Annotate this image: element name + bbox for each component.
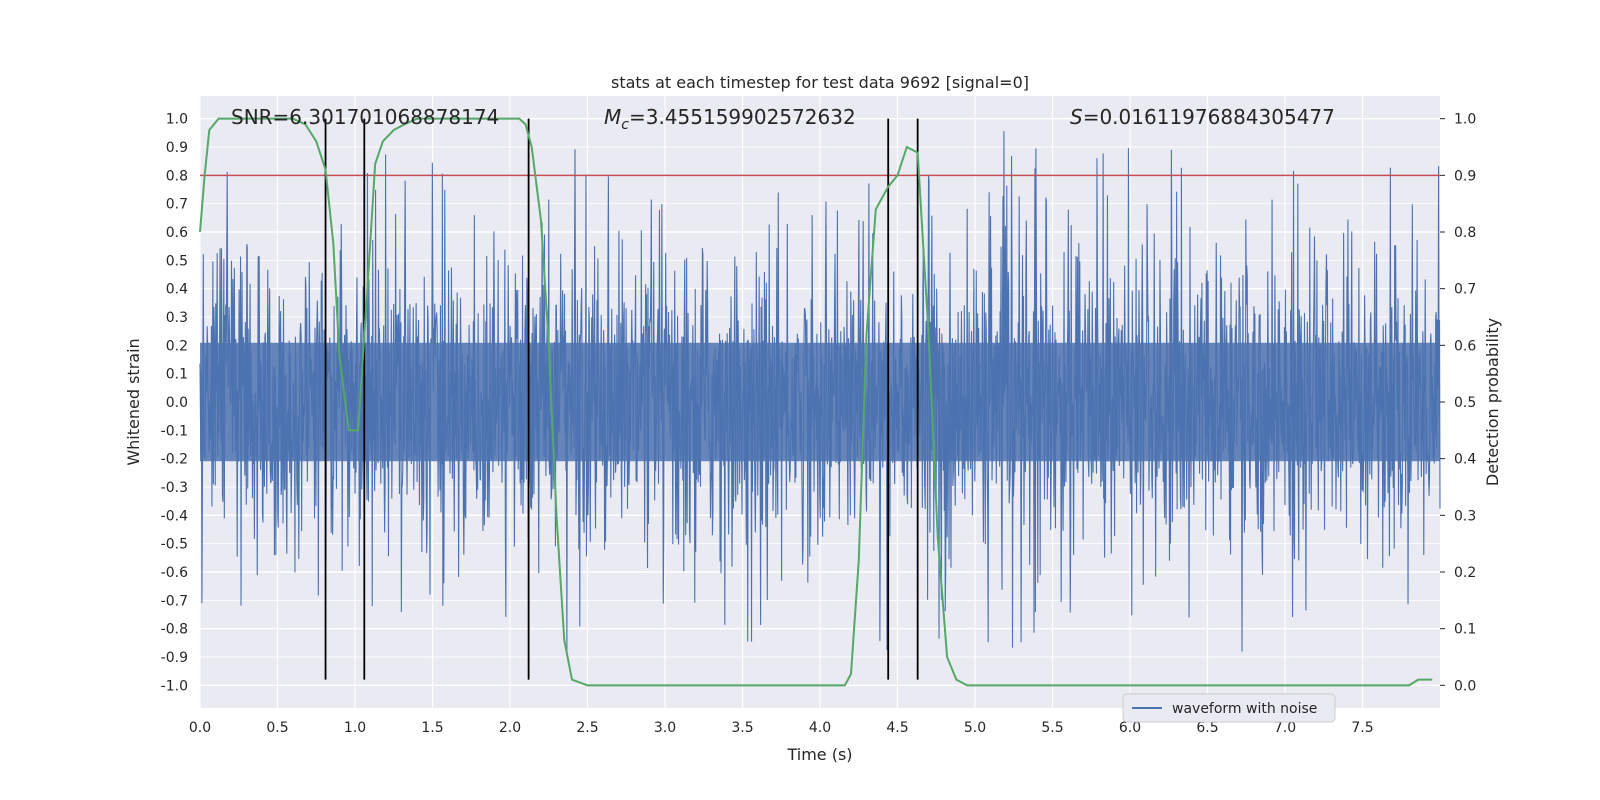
y-left-tick-label: -0.8 — [161, 622, 188, 638]
y-right-tick-label: 0.4 — [1454, 452, 1476, 468]
y-left-tick-label: 0.2 — [166, 338, 188, 354]
probability-series — [199, 117, 1433, 687]
y-left-axis-ticks: 1.0 0.9 0.8 0.7 0.6 0.5 0.4 0.3 0.2 0.1 0.0 -0.1 -0.… — [161, 112, 188, 695]
chirp-mass-value: =3.455159902572632 — [629, 105, 856, 129]
legend-label: waveform with noise — [1172, 701, 1317, 717]
x-tick-label: 5.5 — [1041, 720, 1063, 736]
x-tick-label: 7.0 — [1274, 720, 1296, 736]
chirp-mass-subscript: c — [621, 117, 629, 133]
x-tick-label: 0.5 — [266, 720, 288, 736]
y-right-tick-label: 0.5 — [1454, 395, 1476, 411]
y-left-tick-label: 0.5 — [166, 253, 188, 269]
y-right-tick-label: 0.3 — [1454, 508, 1476, 524]
snr-annotation: SNR=6.301701068878174 — [231, 105, 499, 129]
y-left-tick-label: 0.6 — [166, 225, 188, 241]
y-right-tick-label: 0.7 — [1454, 282, 1476, 298]
y-left-tick-label: 0.3 — [166, 310, 188, 326]
x-tick-label: 0.0 — [189, 720, 211, 736]
y-left-tick-label: -0.2 — [161, 452, 188, 468]
y-right-axis-ticks: 1.0 0.9 0.8 0.7 0.6 0.5 0.4 0.3 0.2 0.1 0.0 — [1440, 112, 1476, 694]
x-tick-label: 6.5 — [1196, 720, 1218, 736]
legend-box — [1122, 693, 1336, 723]
y-left-tick-label: -1.0 — [161, 678, 188, 694]
x-axis-title: Time (s) — [786, 745, 852, 764]
x-tick-label: 6.0 — [1119, 720, 1141, 736]
chirp-mass-annotation: Mc=3.455159902572632 — [604, 105, 856, 133]
y-left-tick-label: 0.0 — [166, 395, 188, 411]
x-tick-label: 1.0 — [344, 720, 366, 736]
s-value: =0.01611976884305477 — [1083, 105, 1335, 129]
y-right-tick-label: 0.8 — [1454, 225, 1476, 241]
x-tick-label: 2.0 — [499, 720, 521, 736]
y-left-tick-label: -0.1 — [161, 423, 188, 439]
y-left-tick-label: 0.4 — [166, 282, 188, 298]
y-right-tick-label: 0.0 — [1454, 678, 1476, 694]
y-left-tick-label: -0.9 — [161, 650, 188, 666]
y-right-tick-label: 1.0 — [1454, 112, 1476, 128]
x-axis-ticks: 0.0 0.5 1.0 1.5 2.0 2.5 3.0 3.5 4.0 4.5 5.0 5.5 6.0 6… — [189, 720, 1374, 736]
y-right-axis-title: Detection probability — [1483, 318, 1502, 486]
y-left-tick-label: -0.5 — [161, 537, 188, 553]
chart-title: stats at each timestep for test data 969… — [611, 73, 1029, 92]
y-left-tick-label: 0.7 — [166, 197, 188, 213]
s-symbol: S — [1070, 105, 1083, 129]
x-tick-label: 1.5 — [421, 720, 443, 736]
y-right-tick-label: 0.6 — [1454, 338, 1476, 354]
y-left-tick-label: 1.0 — [166, 112, 188, 128]
x-tick-label: 5.0 — [964, 720, 986, 736]
waveform-series — [199, 131, 1441, 653]
y-left-tick-label: 0.1 — [166, 367, 188, 383]
s-statistic-annotation: S=0.01611976884305477 — [1070, 105, 1335, 129]
y-left-tick-label: 0.9 — [166, 140, 188, 156]
y-left-tick-label: -0.6 — [161, 565, 188, 581]
y-left-axis-title: Whitened strain — [124, 338, 143, 465]
x-tick-label: 4.0 — [809, 720, 831, 736]
y-right-tick-label: 0.2 — [1454, 565, 1476, 581]
x-tick-label: 7.5 — [1351, 720, 1373, 736]
probability-line — [199, 117, 1433, 687]
waveform-dense-band — [200, 342, 1440, 462]
vertical-marker-lines — [324, 118, 919, 680]
x-tick-label: 3.0 — [654, 720, 676, 736]
legend: waveform with noise — [1122, 693, 1336, 723]
y-left-tick-label: 0.8 — [166, 168, 188, 184]
y-left-tick-label: -0.7 — [161, 593, 188, 609]
x-tick-label: 2.5 — [576, 720, 598, 736]
x-tick-label: 4.5 — [886, 720, 908, 736]
y-left-tick-label: -0.3 — [161, 480, 188, 496]
x-tick-label: 3.5 — [731, 720, 753, 736]
chirp-mass-symbol: M — [604, 105, 621, 129]
y-left-tick-label: -0.4 — [161, 508, 188, 524]
y-right-tick-label: 0.1 — [1454, 622, 1476, 638]
y-right-tick-label: 0.9 — [1454, 168, 1476, 184]
